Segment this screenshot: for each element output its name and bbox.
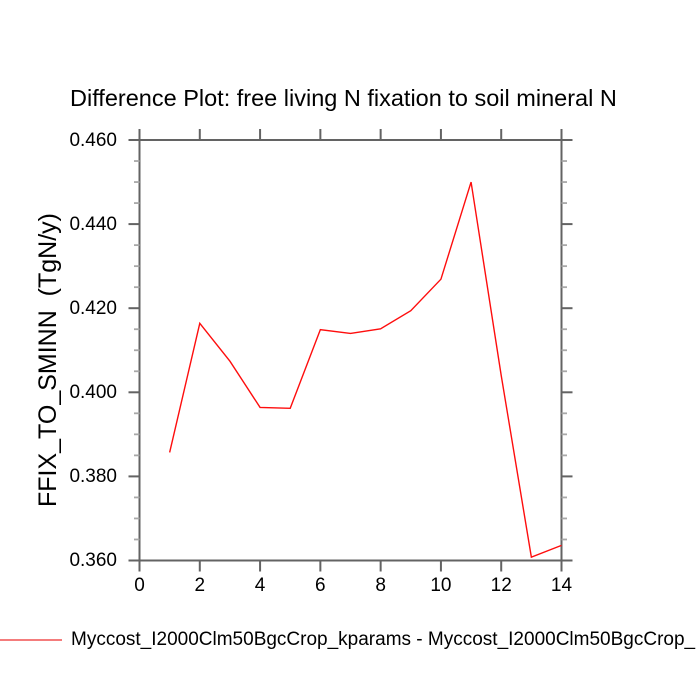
x-tick-label: 6 — [315, 575, 326, 596]
x-tick-label: 12 — [490, 575, 512, 596]
x-tick-label: 0 — [134, 575, 145, 596]
x-tick-label: 8 — [375, 575, 386, 596]
x-tick-label: 10 — [430, 575, 452, 596]
legend-line-swatch — [0, 639, 62, 641]
y-tick-label: 0.420 — [69, 297, 117, 319]
y-tick-label: 0.440 — [69, 213, 117, 235]
y-tick-label: 0.460 — [69, 129, 117, 151]
y-tick-label: 0.400 — [69, 381, 117, 403]
y-tick-label: 0.380 — [69, 465, 117, 487]
chart-title: Difference Plot: free living N fixation … — [70, 85, 617, 111]
x-tick-label: 2 — [194, 575, 206, 596]
data-line — [168, 181, 562, 559]
legend-label: Myccost_I2000Clm50BgcCrop_kparams - Mycc… — [71, 629, 696, 650]
x-tick-label: 4 — [254, 575, 266, 596]
plot-box — [138, 139, 563, 562]
x-tick-label: 14 — [550, 575, 573, 596]
y-tick-label: 0.360 — [69, 550, 117, 571]
